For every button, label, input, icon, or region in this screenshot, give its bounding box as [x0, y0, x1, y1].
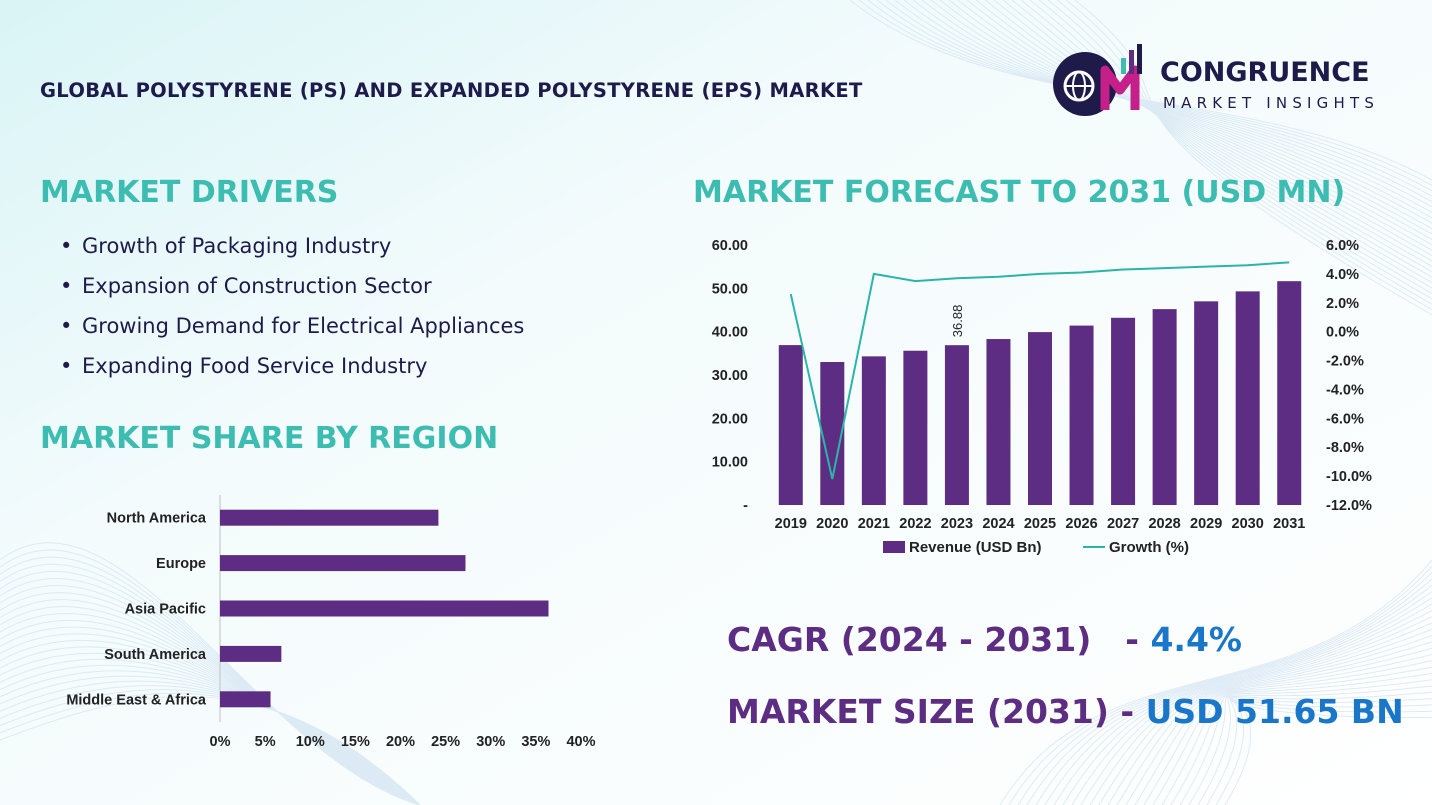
y-right-tick-label: 4.0%	[1326, 267, 1359, 283]
driver-text: Growth of Packaging Industry	[82, 234, 392, 258]
x-tick-label: 2022	[899, 516, 931, 532]
y-left-tick-label: 20.00	[712, 411, 748, 427]
x-tick-label: 2024	[982, 516, 1014, 532]
driver-text: Growing Demand for Electrical Appliances	[82, 314, 525, 338]
growth-line	[789, 261, 1290, 480]
x-tick-label: 10%	[296, 734, 325, 750]
category-label: Europe	[156, 556, 206, 572]
x-tick-label: 2025	[1024, 516, 1056, 532]
category-label: Middle East & Africa	[66, 692, 207, 708]
y-right-tick-label: 0.0%	[1326, 325, 1359, 341]
bar	[220, 600, 549, 617]
y-left-tick-label: -	[743, 498, 748, 514]
x-tick-label: 2019	[775, 516, 807, 532]
driver-text: Expansion of Construction Sector	[82, 274, 432, 298]
bar	[903, 350, 928, 505]
bar	[220, 645, 282, 662]
y-left-tick-label: 30.00	[712, 368, 748, 384]
forecast-chart: - 10.00 20.00 30.00 40.00 50.00 60.00 -12.0% -10…	[712, 238, 1372, 556]
y-left-tick-label: 60.00	[712, 238, 748, 254]
y-right-tick-label: 6.0%	[1326, 238, 1359, 254]
bar	[1194, 301, 1219, 505]
drivers-heading: MARKET DRIVERS	[40, 175, 339, 210]
list-item: • Growing Demand for Electrical Appliance…	[60, 309, 524, 349]
x-tick-label: 25%	[431, 734, 460, 750]
y-right-tick-label: 2.0%	[1326, 296, 1359, 312]
x-tick-label: 2029	[1190, 516, 1222, 532]
legend-label-revenue: Revenue (USD Bn)	[909, 539, 1042, 556]
bar	[1277, 281, 1302, 505]
bar	[1028, 332, 1052, 505]
logo-name: CONGRUENCE	[1160, 57, 1370, 88]
x-tick-label: 2021	[858, 516, 890, 532]
drivers-list: • Growth of Packaging Industry • Expansion…	[60, 229, 524, 389]
cagr-kpi: CAGR (2024 - 2031) - 4.4%	[727, 620, 1242, 659]
bar	[1152, 309, 1177, 505]
y-right-tick-label: -12.0%	[1326, 498, 1372, 514]
x-tick-label: 30%	[476, 734, 505, 750]
y-right-tick-label: -4.0%	[1326, 382, 1364, 398]
market-size-separator: -	[1108, 692, 1146, 731]
x-tick-label: 2020	[816, 516, 848, 532]
cagr-label: CAGR (2024 - 2031)	[727, 620, 1092, 659]
bar	[220, 691, 271, 708]
bar	[861, 356, 886, 505]
x-tick-label: 20%	[386, 734, 415, 750]
data-label: 36.88	[950, 305, 965, 338]
legend-label-growth: Growth (%)	[1109, 539, 1189, 556]
list-item: • Expansion of Construction Sector	[60, 269, 524, 309]
region-share-chart: North America Europe Asia Pacific South Ame…	[66, 495, 596, 750]
logo-tagline: MARKET INSIGHTS	[1163, 94, 1380, 112]
y-right-tick-label: -2.0%	[1326, 354, 1364, 370]
x-tick-label: 5%	[255, 734, 276, 750]
cagr-separator: -	[1125, 620, 1151, 659]
y-left-tick-label: 40.00	[712, 325, 748, 341]
bullet-icon: •	[60, 314, 73, 338]
company-logo	[1045, 40, 1405, 120]
bar	[820, 362, 845, 505]
x-tick-label: 2027	[1107, 516, 1139, 532]
bullet-icon: •	[60, 354, 73, 378]
market-size-label: MARKET SIZE (2031)	[727, 692, 1109, 731]
category-label: Asia Pacific	[125, 602, 206, 618]
bar	[220, 509, 439, 526]
bar	[986, 339, 1011, 505]
list-item: • Expanding Food Service Industry	[60, 349, 524, 389]
x-tick-label: 2031	[1273, 516, 1305, 532]
bullet-icon: •	[60, 274, 73, 298]
x-tick-label: 0%	[210, 734, 231, 750]
list-item: • Growth of Packaging Industry	[60, 229, 524, 269]
y-right-tick-label: -10.0%	[1326, 469, 1372, 485]
x-tick-label: 2028	[1148, 516, 1180, 532]
market-size-kpi: MARKET SIZE (2031) - USD 51.65 BN	[727, 692, 1404, 731]
bar	[220, 555, 466, 572]
driver-text: Expanding Food Service Industry	[82, 354, 428, 378]
forecast-heading: MARKET FORECAST TO 2031 (USD MN)	[693, 175, 1346, 210]
x-tick-label: 40%	[566, 734, 595, 750]
x-tick-label: 15%	[341, 734, 370, 750]
y-right-tick-label: -8.0%	[1326, 440, 1364, 456]
legend-swatch-revenue	[883, 541, 905, 553]
bar	[778, 345, 803, 505]
category-label: South America	[104, 647, 207, 663]
bullet-icon: •	[60, 234, 73, 258]
cagr-value: 4.4%	[1150, 620, 1242, 659]
region-share-heading: MARKET SHARE BY REGION	[40, 421, 499, 456]
bar	[1111, 317, 1136, 505]
x-tick-label: 2026	[1065, 516, 1097, 532]
category-label: North America	[107, 511, 207, 527]
y-left-tick-label: 50.00	[712, 281, 748, 297]
page-title: GLOBAL POLYSTYRENE (PS) AND EXPANDED POL…	[40, 79, 863, 102]
bar	[1235, 291, 1260, 505]
market-size-value: USD 51.65 BN	[1145, 692, 1404, 731]
y-right-tick-label: -6.0%	[1326, 411, 1364, 427]
x-tick-label: 2023	[941, 516, 973, 532]
x-tick-label: 35%	[521, 734, 550, 750]
bar	[1069, 325, 1094, 505]
y-left-tick-label: 10.00	[712, 455, 748, 471]
x-tick-label: 2030	[1232, 516, 1264, 532]
bar	[944, 345, 969, 505]
logo-mark-icon	[1053, 44, 1142, 116]
